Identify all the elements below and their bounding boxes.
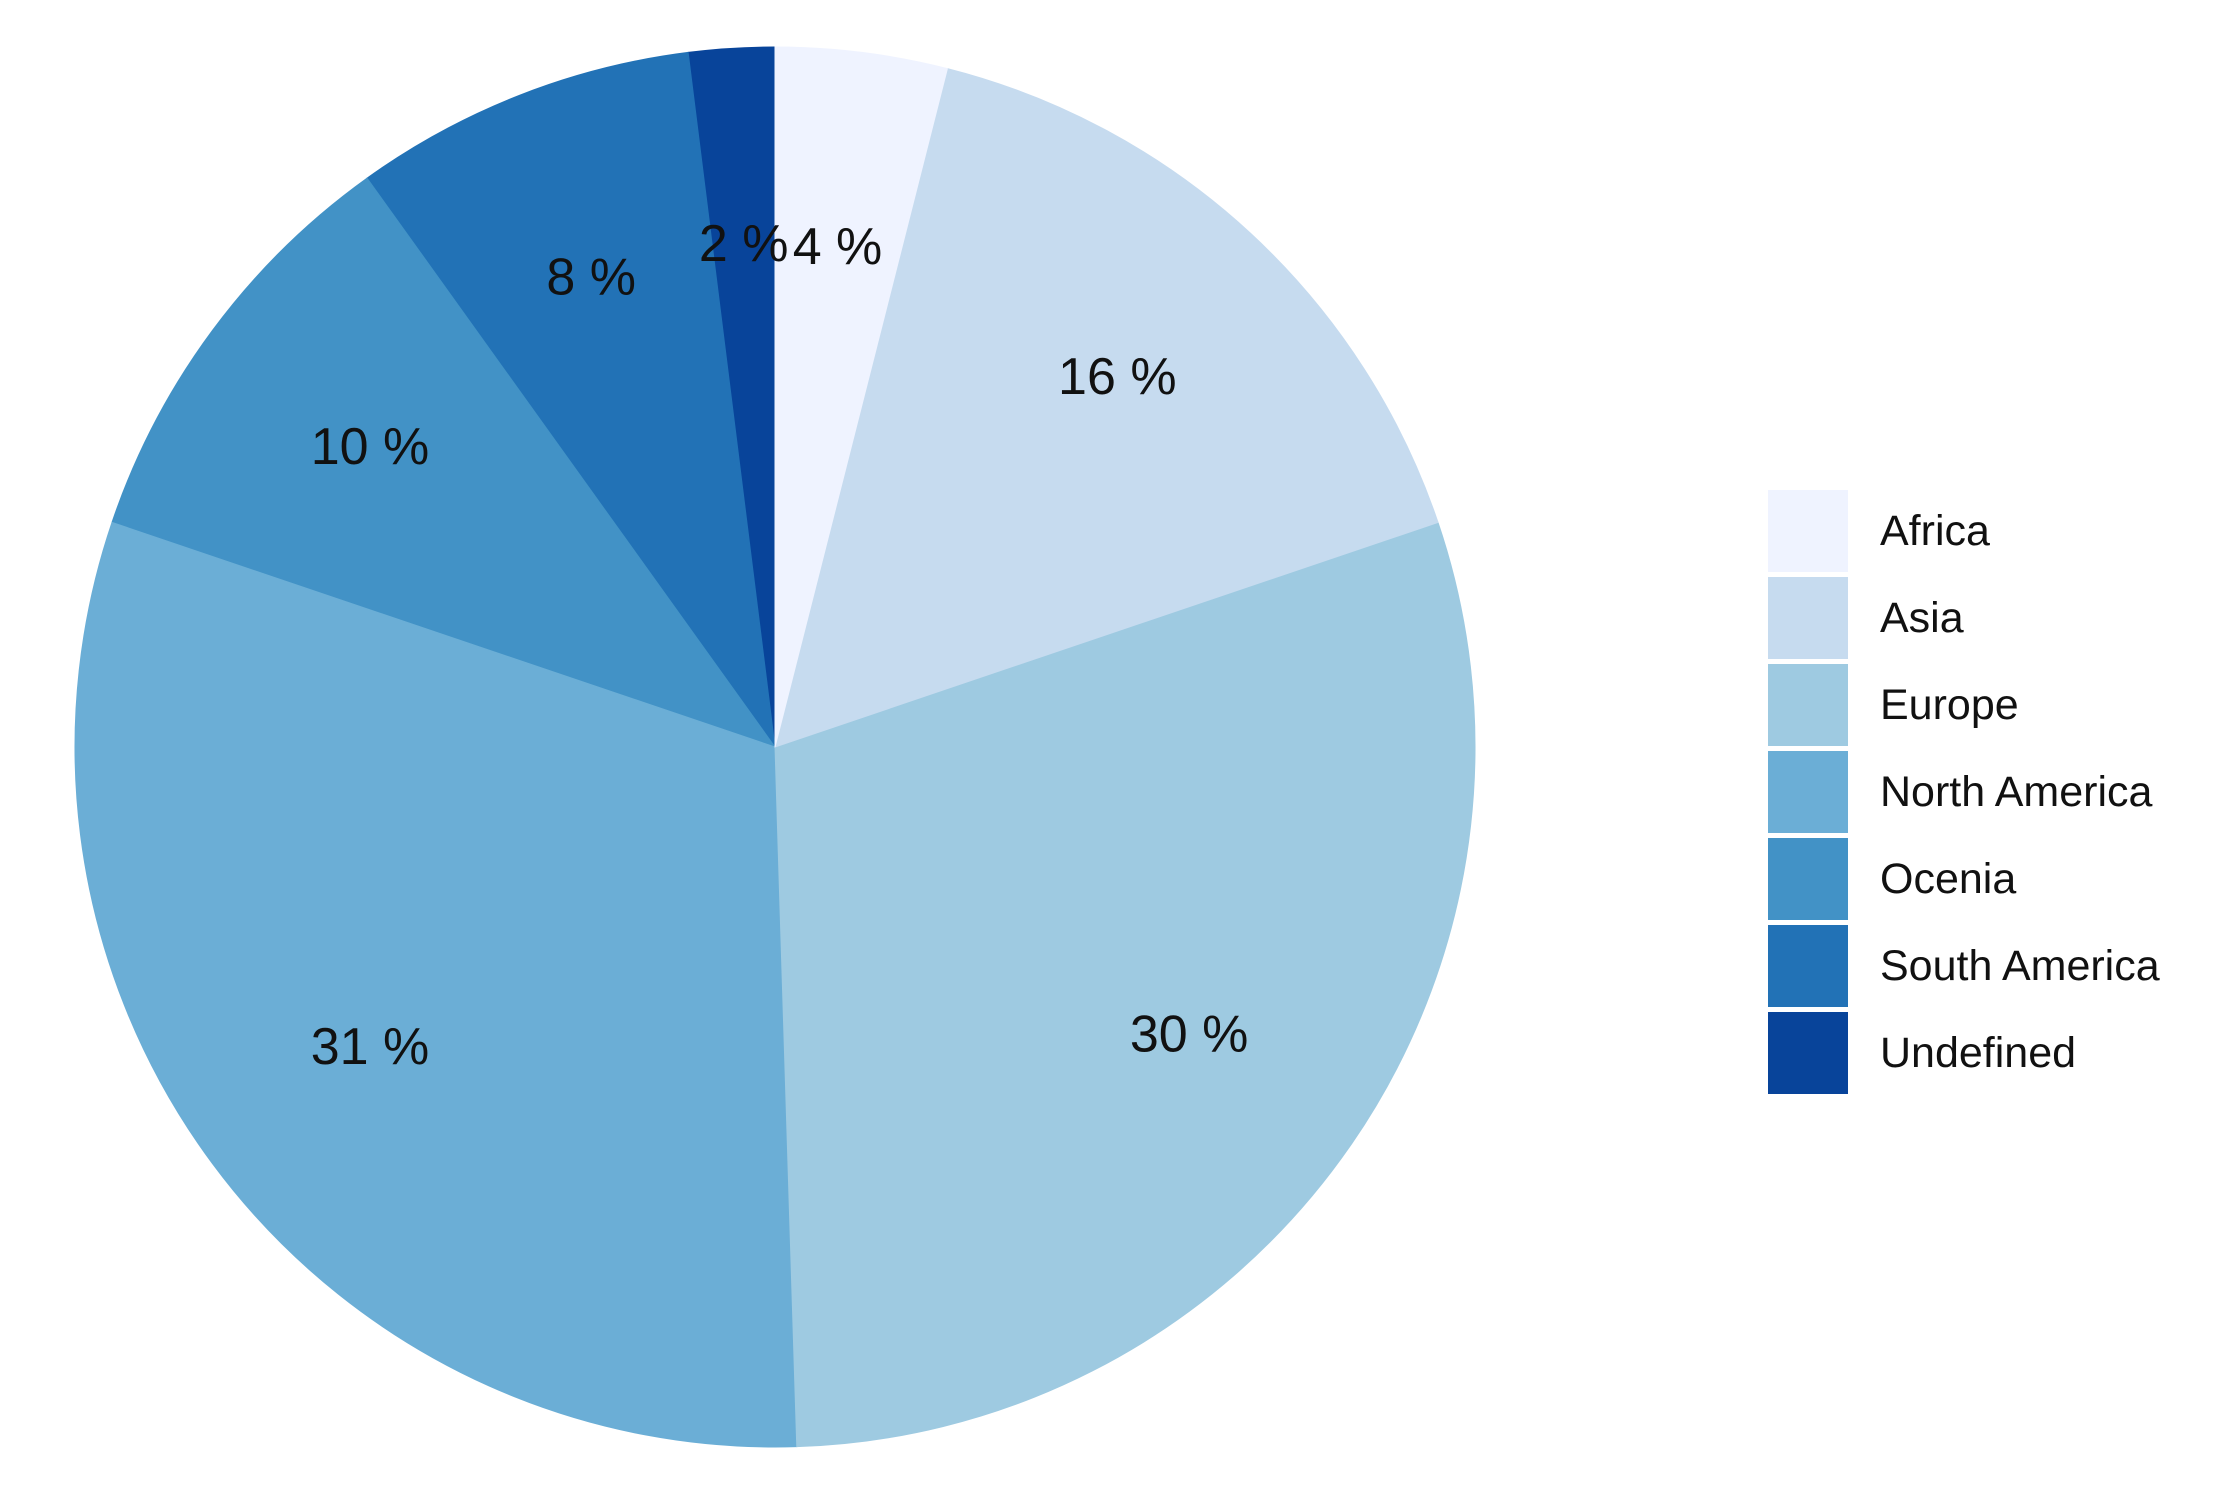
legend-label-asia: Asia bbox=[1880, 594, 1964, 642]
legend-swatch-undefined bbox=[1768, 1012, 1848, 1094]
legend-label-north-america: North America bbox=[1880, 768, 2153, 816]
legend-label-africa: Africa bbox=[1880, 507, 1990, 555]
legend-label-undefined: Undefined bbox=[1880, 1029, 2076, 1077]
legend-swatch-south-america bbox=[1768, 925, 1848, 1007]
legend-swatch-europe bbox=[1768, 664, 1848, 746]
pie-slice-labels: 2 % 8 % 10 % 31 % 30 % 16 % 4 % bbox=[311, 215, 1249, 1076]
slice-label-north-america: 31 % bbox=[311, 1018, 430, 1076]
pie-slice-africa bbox=[774, 46, 949, 748]
legend-swatch-ocenia bbox=[1768, 838, 1848, 920]
pie-slice-europe bbox=[774, 521, 1476, 1448]
slice-label-africa: 4 % bbox=[793, 218, 883, 276]
legend-label-south-america: South America bbox=[1880, 942, 2160, 990]
legend-swatch-north-america bbox=[1768, 751, 1848, 833]
pie-slice-south-america bbox=[366, 51, 776, 748]
slice-label-asia: 16 % bbox=[1058, 348, 1177, 406]
legend-swatch-asia bbox=[1768, 577, 1848, 659]
slice-label-south-america: 8 % bbox=[546, 249, 636, 307]
legend-label-ocenia: Ocenia bbox=[1880, 855, 2016, 903]
pie-slice-ocenia bbox=[111, 177, 777, 748]
pie-slice-asia bbox=[774, 67, 1439, 748]
slice-label-ocenia: 10 % bbox=[311, 418, 430, 476]
pie-slices bbox=[74, 46, 1476, 1448]
slice-label-undefined: 2 % bbox=[699, 215, 789, 273]
pie-slice-north-america bbox=[74, 521, 798, 1448]
legend: Africa Asia Europe North America Ocenia South… bbox=[1768, 490, 2160, 1094]
legend-label-europe: Europe bbox=[1880, 681, 2019, 729]
slice-label-europe: 30 % bbox=[1130, 1005, 1249, 1063]
legend-swatch-africa bbox=[1768, 490, 1848, 572]
